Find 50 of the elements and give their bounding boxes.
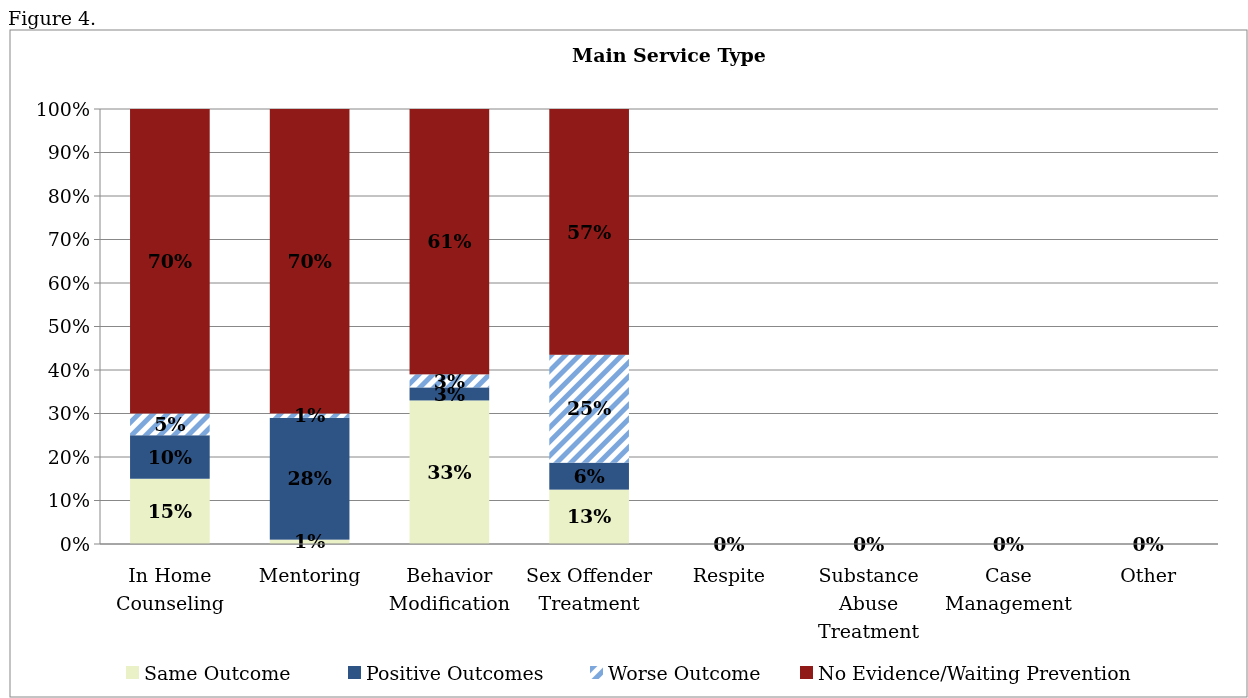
data-label: 0% (713, 532, 745, 555)
bar (130, 478, 210, 544)
x-tick-label: Case Management (944, 564, 1073, 614)
y-tick-label: 0% (59, 532, 90, 555)
bar (549, 109, 629, 355)
bar (549, 489, 629, 544)
x-tick-label: Sex Offender Treatment (526, 564, 654, 614)
x-tick-label: Behavior Modification (388, 564, 510, 614)
legend-label: Same Outcome (144, 661, 291, 684)
data-label: 0% (852, 532, 885, 555)
x-tick-label: Mentoring (258, 564, 361, 586)
y-tick-label: 90% (47, 141, 90, 164)
bar (130, 435, 210, 479)
x-tick-label: Other (1120, 564, 1177, 586)
y-tick-label: 40% (47, 358, 90, 381)
bar (130, 109, 210, 414)
legend-label: No Evidence/Waiting Prevention (818, 661, 1131, 684)
bar (409, 109, 490, 375)
y-tick-label: 80% (47, 184, 90, 207)
data-label: 33% (427, 460, 472, 483)
y-tick-label: 30% (47, 402, 90, 425)
y-tick-label: 100% (35, 97, 90, 120)
data-label: 57% (566, 220, 612, 243)
chart-title: Main Service Type (572, 44, 766, 66)
x-tick-label: In Home Counseling (115, 564, 224, 614)
data-label: 70% (287, 249, 332, 272)
y-tick-label: 70% (47, 228, 90, 251)
data-label: 13% (566, 505, 612, 528)
data-label: 15% (147, 500, 193, 523)
data-label: 0% (1132, 532, 1164, 555)
data-label: 1% (293, 404, 326, 427)
legend-label: Worse Outcome (608, 661, 761, 684)
bar (409, 400, 490, 544)
data-label: 25% (566, 397, 612, 420)
data-label: 6% (573, 464, 605, 487)
bar (549, 354, 629, 463)
x-tick-label: Respite (692, 564, 766, 586)
y-tick-label: 10% (47, 489, 90, 512)
data-label: 70% (147, 249, 193, 272)
data-label: 0% (992, 532, 1025, 555)
data-label: 5% (154, 413, 186, 436)
data-label: 61% (427, 230, 472, 253)
data-label: 10% (147, 445, 193, 468)
y-tick-label: 20% (47, 445, 90, 468)
legend-label: Positive Outcomes (366, 661, 544, 684)
x-tick-label: Substance Abuse Treatment (818, 564, 920, 642)
data-label: 28% (287, 467, 332, 490)
y-tick-label: 50% (47, 315, 90, 338)
y-tick-label: 60% (47, 271, 90, 294)
caption: Figure 4. (8, 7, 97, 29)
